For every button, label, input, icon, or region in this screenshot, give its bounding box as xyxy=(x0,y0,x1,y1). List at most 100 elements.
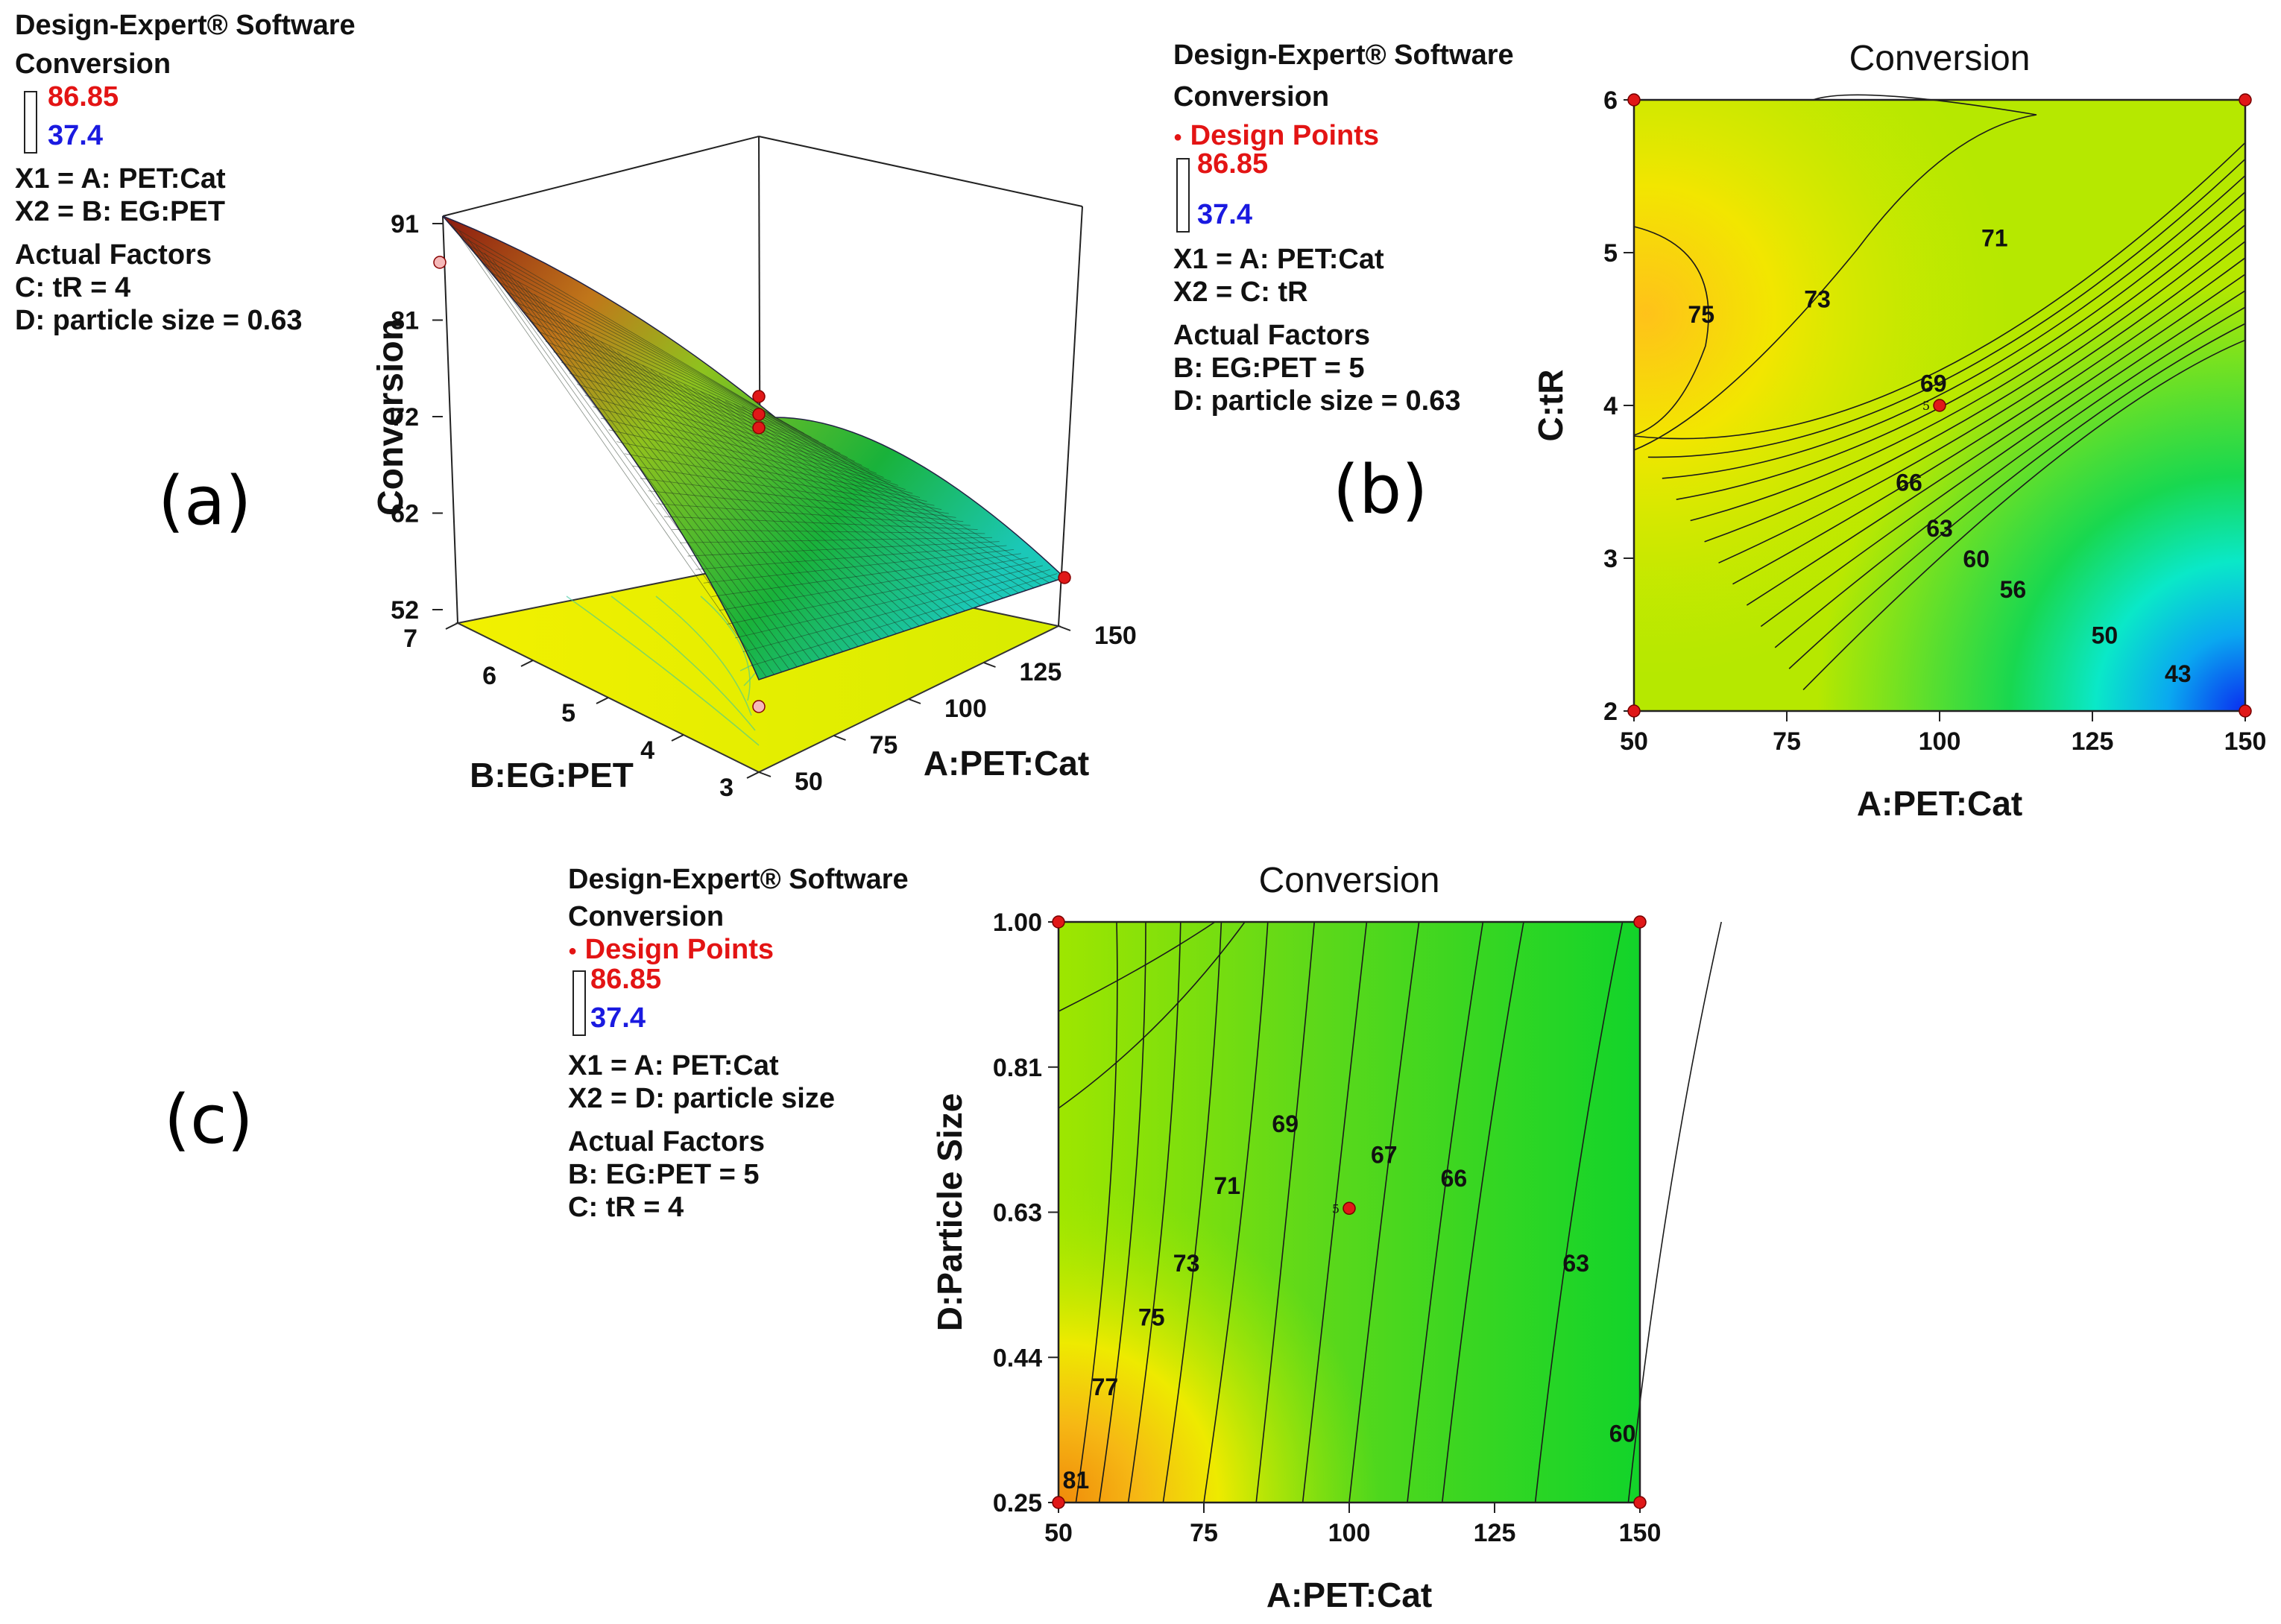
design-point xyxy=(1052,1496,1065,1509)
mesh-line xyxy=(632,465,949,514)
response-surface xyxy=(442,215,1066,680)
x-tick-label: 125 xyxy=(1474,1519,1516,1547)
design-point xyxy=(1633,915,1647,929)
x-tick-label: 75 xyxy=(1773,727,1801,756)
contour-label: 73 xyxy=(1173,1250,1200,1277)
floor-contour-line xyxy=(566,595,760,746)
panel-label-c: (c) xyxy=(164,1081,253,1159)
contour-line xyxy=(1633,94,2037,451)
mesh-line xyxy=(733,403,1026,591)
b-tick xyxy=(520,660,534,667)
software-name: Design-Expert® Software xyxy=(568,864,909,895)
mesh-line xyxy=(687,541,1000,557)
contour-line xyxy=(1407,921,1484,1503)
mesh-line xyxy=(634,360,936,622)
mesh-line xyxy=(526,287,836,655)
mesh-line xyxy=(608,346,912,629)
mesh-line xyxy=(719,557,1029,611)
contour-line xyxy=(1255,921,1315,1503)
design-points-legend: ● Design Points xyxy=(568,933,909,967)
x1-factor: X1 = A: PET:Cat xyxy=(568,1049,779,1081)
contour-line xyxy=(1098,921,1146,1503)
a-tick xyxy=(908,698,921,704)
contour-line xyxy=(1662,174,2246,479)
contour-line xyxy=(1627,921,1722,1503)
mesh-line xyxy=(758,411,1050,584)
box-edge xyxy=(758,136,1083,207)
mesh-line xyxy=(593,406,913,494)
contour-label: 63 xyxy=(1562,1250,1589,1277)
software-name: Design-Expert® Software xyxy=(15,10,356,41)
actual-factors-title: Actual Factors xyxy=(15,239,212,271)
a-tick-label: 100 xyxy=(944,695,987,723)
mesh-line xyxy=(537,330,862,466)
floor-contour-line xyxy=(655,595,752,716)
contour-label: 60 xyxy=(1963,546,1990,572)
mesh-line xyxy=(735,565,1043,639)
x-tick-label: 100 xyxy=(1328,1519,1371,1547)
mesh-line xyxy=(608,429,927,502)
mesh-line xyxy=(467,238,783,672)
x2-factor: X2 = D: particle size xyxy=(568,1082,835,1114)
y-tick-label: 1.00 xyxy=(993,909,1042,937)
info-block-a: Design-Expert® Software Conversion 86.85… xyxy=(15,9,356,337)
contour-line xyxy=(1348,921,1420,1503)
mesh-line xyxy=(727,561,1036,625)
design-point xyxy=(1627,704,1641,718)
b-tick xyxy=(596,697,609,704)
design-point xyxy=(1058,571,1071,584)
contour-label: 73 xyxy=(1804,286,1831,313)
x-tick-label: 150 xyxy=(2224,727,2267,756)
panel-label-b: (b) xyxy=(1333,451,1428,529)
actual-factor-2: D: particle size = 0.63 xyxy=(1173,385,1461,417)
mesh-line xyxy=(656,503,971,526)
legend-high-value: 86.85 xyxy=(1197,148,1269,180)
actual-factor-1: B: EG:PET = 5 xyxy=(568,1158,760,1190)
mesh-line xyxy=(624,453,942,511)
design-points-legend: ● Design Points xyxy=(1173,119,1514,154)
mesh-line xyxy=(675,381,974,609)
contour-label: 63 xyxy=(1926,515,1953,542)
mesh-line xyxy=(458,230,774,675)
mesh-line xyxy=(742,569,1050,653)
mesh-line xyxy=(640,478,956,518)
mesh-line xyxy=(482,262,812,438)
x2-factor: X2 = C: tR xyxy=(1173,276,1308,308)
contour-label: 75 xyxy=(1138,1304,1165,1331)
contour-line xyxy=(1676,192,2246,500)
design-point xyxy=(1052,915,1065,929)
contour-label: 43 xyxy=(2165,660,2192,687)
mesh-line xyxy=(616,351,920,627)
contour-label: 71 xyxy=(1214,1172,1240,1199)
contour-line xyxy=(1203,921,1269,1503)
mesh-line xyxy=(658,373,958,614)
contour-label: 69 xyxy=(1272,1110,1299,1137)
contour-line xyxy=(1718,241,2246,564)
contour-label: 77 xyxy=(1092,1374,1119,1400)
mesh-line xyxy=(575,324,882,639)
y-tick-label: 0.63 xyxy=(993,1199,1042,1228)
actual-factors-title: Actual Factors xyxy=(568,1125,765,1157)
actual-factors-title: Actual Factors xyxy=(1173,319,1370,351)
mesh-line xyxy=(642,364,943,619)
chart-a: 52 62 72 81 91 Conversion 7 6 5 4 3 B:EG:PET 50 75 100… xyxy=(371,136,1137,802)
z-tick-label: 52 xyxy=(391,596,419,625)
contour-line xyxy=(1746,274,2246,606)
x-tick-label: 100 xyxy=(1919,727,1961,756)
contour-line xyxy=(1704,224,2246,543)
contour-line xyxy=(1442,921,1524,1503)
box-edge xyxy=(442,136,760,217)
contour-line xyxy=(1647,158,2246,458)
x-axis-label: A:PET:Cat xyxy=(1266,1576,1432,1614)
y-tick-label: 5 xyxy=(1603,239,1618,268)
a-tick-label: 125 xyxy=(1020,658,1062,686)
contour-line xyxy=(1058,921,1246,1109)
mesh-line xyxy=(561,361,884,478)
mesh-line xyxy=(484,252,798,668)
b-tick-label: 5 xyxy=(561,699,575,727)
x-axis-label: A:PET:Cat xyxy=(1857,784,2022,823)
mesh-line xyxy=(458,234,790,426)
contour-line xyxy=(1633,226,1709,436)
info-block-b: Design-Expert® Software Conversion ● Des… xyxy=(1173,39,1514,417)
a-tick xyxy=(1058,625,1071,631)
